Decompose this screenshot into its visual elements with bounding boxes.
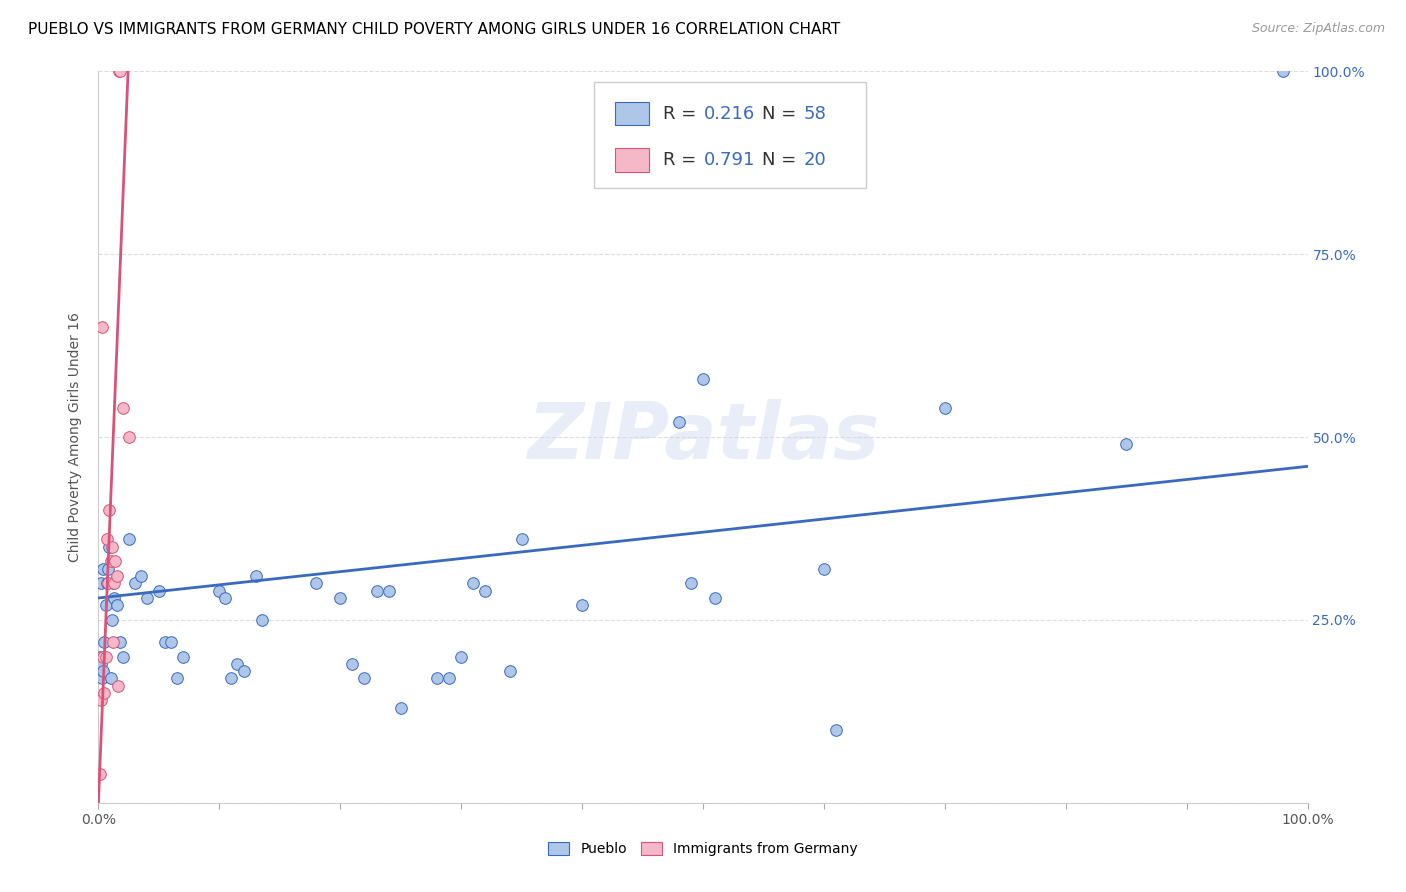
Point [221,672,243,686]
Point [91,649,114,664]
Point [101,576,124,591]
Point [89,649,111,664]
Point [97,562,120,576]
Point [108,635,131,649]
Point [704,591,727,605]
Point [135,591,157,605]
Point [108,64,131,78]
Point [934,401,956,415]
Point [94,649,117,664]
Point [108,64,131,78]
Point [98,503,121,517]
Point [1115,437,1137,451]
Point [111,401,134,415]
Point [100,540,122,554]
Point [100,613,122,627]
Point [101,635,124,649]
Point [389,700,412,714]
Point [98,540,121,554]
Point [426,672,449,686]
Point [474,583,496,598]
Point [510,533,533,547]
Point [1272,64,1295,78]
Point [96,533,118,547]
FancyBboxPatch shape [614,148,648,172]
Point [329,591,352,605]
Point [124,576,146,591]
Point [111,649,134,664]
Point [103,591,125,605]
Point [160,635,183,649]
Point [100,554,122,568]
Text: R =: R = [664,104,702,122]
Point [91,320,114,334]
Point [105,599,128,613]
Point [91,672,114,686]
Text: Source: ZipAtlas.com: Source: ZipAtlas.com [1251,22,1385,36]
Point [104,554,127,568]
Text: R =: R = [664,151,702,169]
Point [96,576,118,591]
Point [105,569,128,583]
Point [450,649,472,664]
Point [226,657,249,671]
Point [813,562,835,576]
Y-axis label: Child Poverty Among Girls Under 16: Child Poverty Among Girls Under 16 [69,312,83,562]
Point [692,371,714,385]
Point [90,576,112,591]
Point [668,416,690,430]
Point [89,766,111,780]
Text: 58: 58 [803,104,827,122]
Point [97,576,120,591]
Point [90,657,112,671]
Point [118,533,141,547]
Point [94,599,117,613]
Text: 20: 20 [803,151,827,169]
Point [232,664,254,678]
Point [214,591,236,605]
Point [353,672,375,686]
Text: N =: N = [762,151,803,169]
Point [90,693,112,707]
Point [166,672,188,686]
Point [153,635,176,649]
Point [100,672,122,686]
Point [148,583,170,598]
Point [93,635,115,649]
Point [463,576,485,591]
Point [571,599,593,613]
Point [91,664,114,678]
Point [305,576,328,591]
Point [498,664,520,678]
Point [172,649,194,664]
Point [679,576,702,591]
Text: ZIPatlas: ZIPatlas [527,399,879,475]
Legend: Pueblo, Immigrants from Germany: Pueblo, Immigrants from Germany [543,837,863,862]
Point [342,657,364,671]
Point [377,583,399,598]
Text: PUEBLO VS IMMIGRANTS FROM GERMANY CHILD POVERTY AMONG GIRLS UNDER 16 CORRELATION: PUEBLO VS IMMIGRANTS FROM GERMANY CHILD … [28,22,841,37]
Point [118,430,141,444]
Text: N =: N = [762,104,803,122]
Text: 0.791: 0.791 [704,151,755,169]
Point [208,583,231,598]
Point [91,562,114,576]
FancyBboxPatch shape [614,102,648,126]
FancyBboxPatch shape [595,82,866,188]
Point [825,723,848,737]
Point [250,613,273,627]
Point [366,583,388,598]
Point [107,679,129,693]
Point [103,576,125,591]
Point [93,686,115,700]
Text: 0.216: 0.216 [704,104,755,122]
Point [437,672,460,686]
Point [245,569,267,583]
Point [129,569,152,583]
